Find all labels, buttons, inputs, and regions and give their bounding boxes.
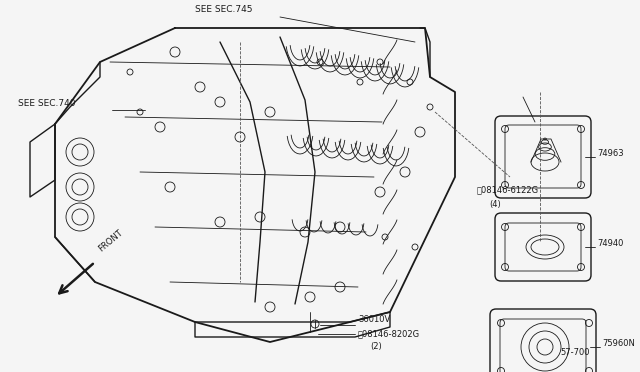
- Text: 74963: 74963: [597, 150, 623, 158]
- Text: 75960N: 75960N: [602, 340, 635, 349]
- Text: FRONT: FRONT: [97, 229, 125, 254]
- Text: 57-700: 57-700: [560, 348, 589, 357]
- Text: 74940: 74940: [597, 240, 623, 248]
- Text: SEE SEC.745: SEE SEC.745: [195, 5, 253, 14]
- Text: 36010V: 36010V: [358, 315, 390, 324]
- Text: Ⓑ08146-6122G: Ⓑ08146-6122G: [477, 186, 539, 195]
- Text: (4): (4): [489, 199, 500, 208]
- Text: Ⓑ08146-8202G: Ⓑ08146-8202G: [358, 330, 420, 339]
- Text: SEE SEC.740: SEE SEC.740: [18, 99, 76, 109]
- Text: (2): (2): [370, 341, 381, 350]
